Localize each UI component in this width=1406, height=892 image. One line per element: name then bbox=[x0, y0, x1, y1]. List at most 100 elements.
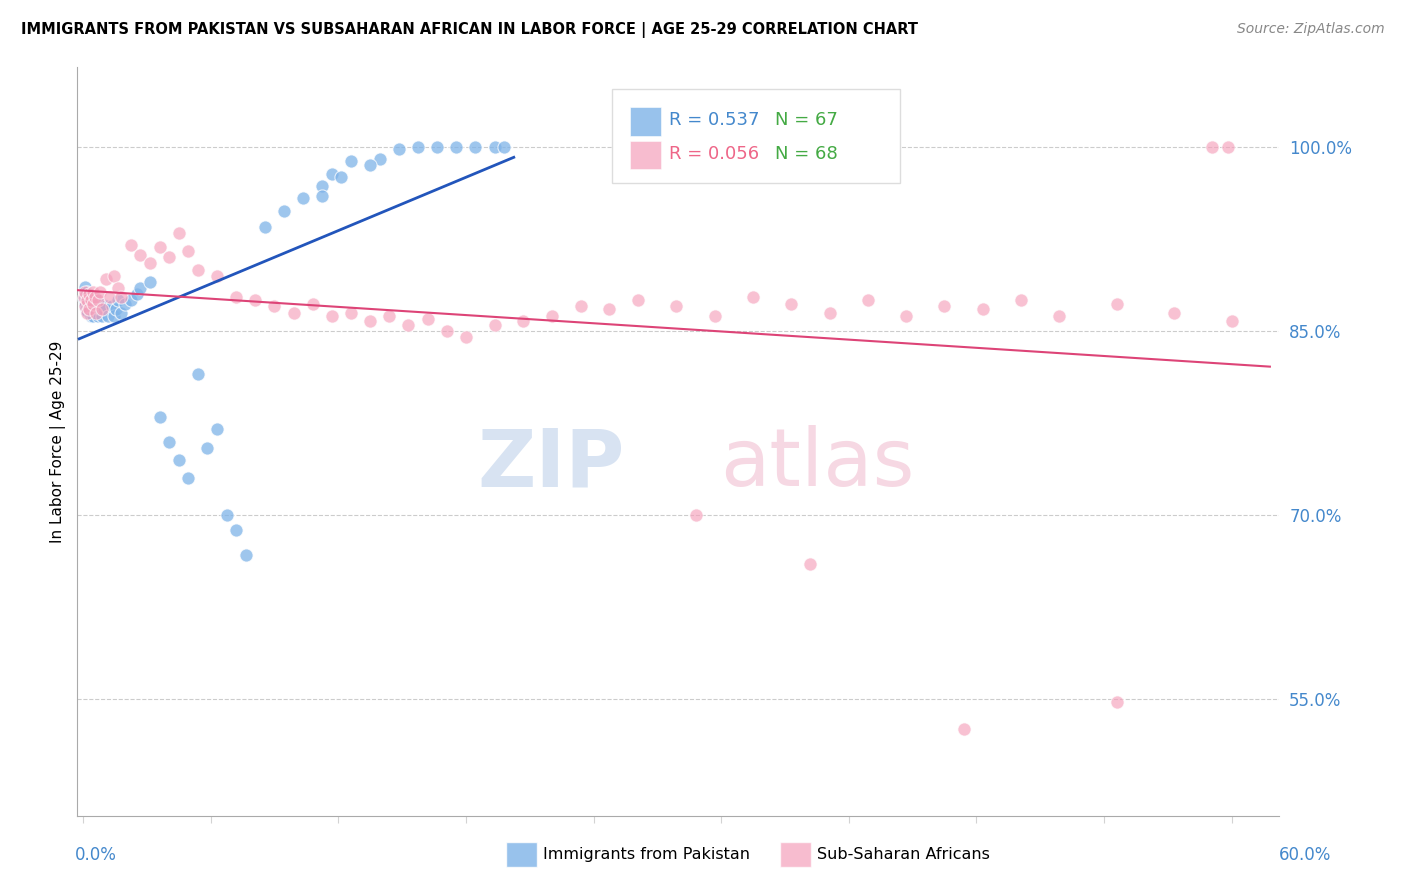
Text: Sub-Saharan Africans: Sub-Saharan Africans bbox=[817, 847, 990, 862]
Point bbox=[73, 285, 96, 299]
Point bbox=[110, 305, 132, 319]
Point bbox=[972, 301, 994, 316]
Point bbox=[235, 548, 257, 562]
Point bbox=[177, 471, 200, 485]
Text: 0.0%: 0.0% bbox=[75, 846, 117, 863]
Point bbox=[82, 297, 104, 311]
Point bbox=[311, 189, 333, 203]
Point bbox=[359, 314, 381, 328]
Point bbox=[114, 297, 136, 311]
Point bbox=[87, 310, 110, 324]
Point bbox=[76, 304, 98, 318]
Point bbox=[129, 281, 152, 295]
Point bbox=[120, 293, 142, 308]
Point bbox=[665, 300, 688, 314]
Text: Immigrants from Pakistan: Immigrants from Pakistan bbox=[543, 847, 749, 862]
Point bbox=[103, 310, 125, 324]
Point bbox=[512, 314, 534, 328]
Point bbox=[1047, 310, 1070, 324]
Point bbox=[82, 301, 104, 316]
Point bbox=[1201, 140, 1223, 154]
Point bbox=[101, 300, 124, 314]
Point bbox=[80, 293, 103, 308]
Point bbox=[89, 285, 111, 299]
Point bbox=[77, 301, 100, 316]
Point bbox=[120, 238, 142, 252]
Point bbox=[934, 300, 956, 314]
Point bbox=[569, 300, 592, 314]
Point bbox=[187, 262, 209, 277]
Point bbox=[139, 275, 162, 289]
Point bbox=[82, 310, 104, 324]
Point bbox=[205, 268, 228, 283]
Point bbox=[73, 300, 96, 314]
Point bbox=[76, 293, 98, 308]
Point bbox=[896, 310, 918, 324]
Point bbox=[129, 248, 152, 262]
Point bbox=[484, 318, 506, 332]
Point bbox=[446, 140, 468, 154]
Point bbox=[82, 290, 104, 304]
Point bbox=[93, 301, 115, 316]
Point bbox=[340, 154, 363, 169]
Point bbox=[80, 310, 103, 324]
Point bbox=[703, 310, 725, 324]
Point bbox=[149, 240, 172, 254]
Point bbox=[149, 409, 172, 424]
Point bbox=[388, 142, 411, 156]
Point bbox=[205, 422, 228, 436]
Text: 60.0%: 60.0% bbox=[1278, 846, 1331, 863]
Point bbox=[1010, 293, 1032, 308]
Point bbox=[454, 330, 477, 344]
Point bbox=[80, 297, 103, 311]
Point bbox=[83, 297, 105, 311]
Point bbox=[436, 324, 458, 338]
Point bbox=[107, 293, 129, 308]
Point bbox=[167, 226, 190, 240]
Point bbox=[139, 256, 162, 270]
Point bbox=[484, 140, 506, 154]
Point bbox=[82, 285, 104, 299]
Text: ZIP: ZIP bbox=[477, 425, 624, 503]
Point bbox=[426, 140, 449, 154]
Point bbox=[398, 318, 420, 332]
Point bbox=[187, 367, 209, 381]
Point bbox=[1220, 314, 1243, 328]
Point bbox=[301, 297, 323, 311]
Point bbox=[91, 301, 114, 316]
Point bbox=[378, 310, 401, 324]
Point bbox=[75, 290, 97, 304]
Point bbox=[73, 300, 96, 314]
Point bbox=[97, 310, 120, 324]
Point bbox=[157, 434, 180, 449]
Point bbox=[952, 722, 974, 736]
Point bbox=[73, 292, 96, 306]
Point bbox=[73, 279, 96, 293]
Point bbox=[742, 290, 765, 304]
Point bbox=[86, 292, 108, 306]
Point bbox=[311, 179, 333, 194]
Point bbox=[83, 290, 105, 304]
Point bbox=[110, 290, 132, 304]
Point bbox=[91, 297, 114, 311]
Text: IMMIGRANTS FROM PAKISTAN VS SUBSAHARAN AFRICAN IN LABOR FORCE | AGE 25-29 CORREL: IMMIGRANTS FROM PAKISTAN VS SUBSAHARAN A… bbox=[21, 22, 918, 38]
Point bbox=[107, 281, 129, 295]
Point bbox=[685, 508, 707, 523]
Point bbox=[87, 293, 110, 308]
Point bbox=[89, 301, 111, 316]
Point bbox=[167, 453, 190, 467]
Point bbox=[75, 301, 97, 316]
Point bbox=[75, 287, 97, 301]
Point bbox=[416, 311, 439, 326]
Point bbox=[103, 268, 125, 283]
Point bbox=[283, 305, 305, 319]
Point bbox=[94, 272, 117, 286]
Point bbox=[780, 297, 803, 311]
Point bbox=[330, 170, 353, 185]
Point bbox=[83, 304, 105, 318]
Text: atlas: atlas bbox=[720, 425, 915, 503]
Point bbox=[1216, 140, 1239, 154]
Point bbox=[818, 305, 841, 319]
Point bbox=[464, 140, 486, 154]
Point bbox=[598, 301, 620, 316]
